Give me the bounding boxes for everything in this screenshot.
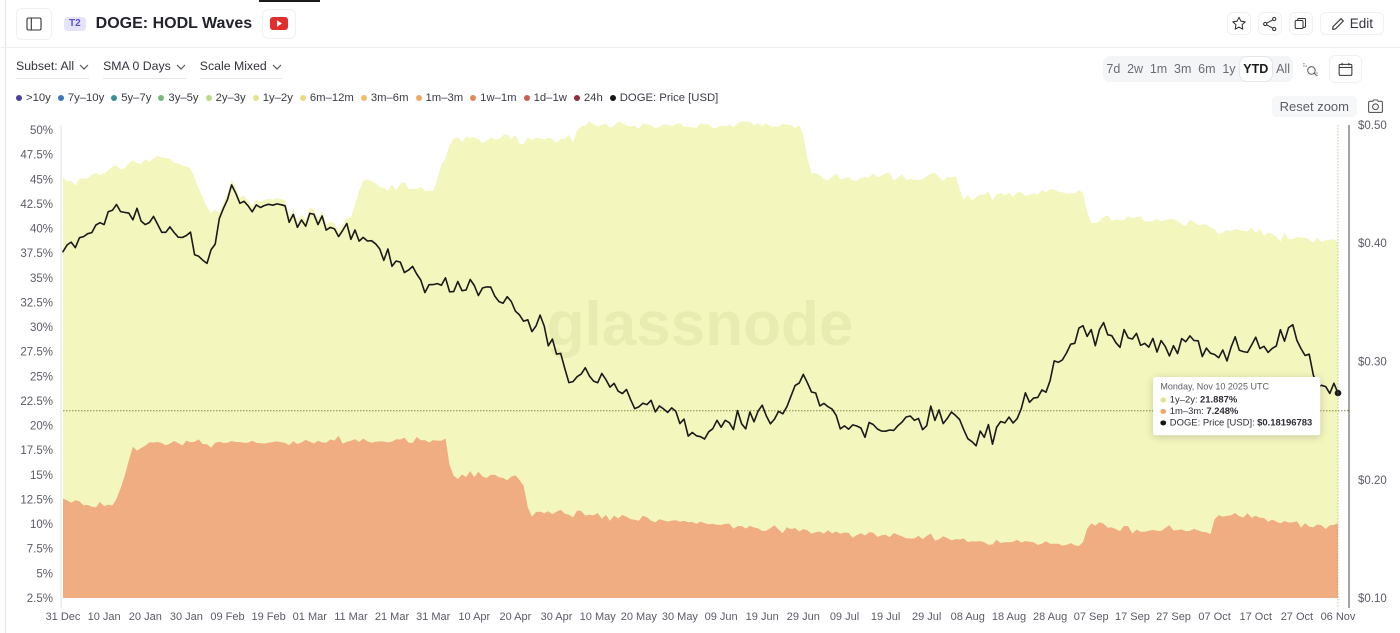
svg-text:10 May: 10 May: [580, 611, 617, 623]
svg-text:20 Jan: 20 Jan: [129, 611, 162, 623]
svg-text:47.5%: 47.5%: [20, 150, 53, 162]
svg-text:17.5%: 17.5%: [20, 445, 53, 457]
svg-text:20 May: 20 May: [621, 611, 658, 623]
svg-text:20 Apr: 20 Apr: [499, 611, 531, 623]
svg-text:40%: 40%: [30, 224, 53, 236]
svg-text:09 Jun: 09 Jun: [705, 611, 738, 623]
svg-text:06 Nov: 06 Nov: [1321, 611, 1356, 623]
svg-text:35%: 35%: [30, 273, 53, 285]
svg-text:09 Jul: 09 Jul: [830, 611, 859, 623]
svg-text:19 Jun: 19 Jun: [746, 611, 779, 623]
svg-text:28 Aug: 28 Aug: [1033, 611, 1067, 623]
svg-text:10 Apr: 10 Apr: [458, 611, 490, 623]
svg-text:50%: 50%: [30, 125, 53, 137]
svg-text:20%: 20%: [30, 421, 53, 433]
svg-text:30 Jan: 30 Jan: [170, 611, 203, 623]
svg-text:42.5%: 42.5%: [20, 199, 53, 211]
svg-text:09 Feb: 09 Feb: [210, 611, 244, 623]
svg-text:31 Dec: 31 Dec: [46, 611, 81, 623]
svg-text:5%: 5%: [36, 568, 53, 580]
svg-text:$0.10: $0.10: [1358, 593, 1387, 605]
svg-text:17 Sep: 17 Sep: [1115, 611, 1150, 623]
svg-text:19 Jul: 19 Jul: [871, 611, 900, 623]
svg-text:29 Jul: 29 Jul: [912, 611, 941, 623]
svg-text:21 Mar: 21 Mar: [375, 611, 410, 623]
svg-text:37.5%: 37.5%: [20, 248, 53, 260]
svg-text:07 Sep: 07 Sep: [1074, 611, 1109, 623]
svg-text:31 Mar: 31 Mar: [416, 611, 451, 623]
svg-text:01 Mar: 01 Mar: [293, 611, 328, 623]
svg-text:11 Mar: 11 Mar: [334, 611, 368, 623]
svg-text:30 May: 30 May: [662, 611, 699, 623]
svg-text:08 Aug: 08 Aug: [951, 611, 985, 623]
svg-text:32.5%: 32.5%: [20, 297, 53, 309]
svg-text:29 Jun: 29 Jun: [787, 611, 820, 623]
svg-text:15%: 15%: [30, 470, 53, 482]
svg-text:27 Sep: 27 Sep: [1156, 611, 1191, 623]
svg-text:25%: 25%: [30, 371, 53, 383]
svg-text:glassnode: glassnode: [547, 290, 854, 359]
svg-text:12.5%: 12.5%: [20, 495, 53, 507]
svg-text:22.5%: 22.5%: [20, 396, 53, 408]
svg-text:$0.30: $0.30: [1358, 357, 1387, 369]
svg-text:$0.20: $0.20: [1358, 475, 1387, 487]
svg-text:45%: 45%: [30, 174, 53, 186]
svg-text:17 Oct: 17 Oct: [1239, 611, 1271, 623]
svg-text:10%: 10%: [30, 519, 53, 531]
svg-text:10 Jan: 10 Jan: [88, 611, 121, 623]
svg-text:$0.40: $0.40: [1358, 238, 1387, 250]
svg-text:27 Oct: 27 Oct: [1281, 611, 1313, 623]
svg-text:30%: 30%: [30, 322, 53, 334]
svg-text:30 Apr: 30 Apr: [541, 611, 573, 623]
svg-text:$0.50: $0.50: [1358, 120, 1387, 132]
svg-text:07 Oct: 07 Oct: [1198, 611, 1230, 623]
svg-text:7.5%: 7.5%: [27, 544, 53, 556]
svg-text:19 Feb: 19 Feb: [251, 611, 285, 623]
svg-text:2.5%: 2.5%: [27, 593, 53, 605]
svg-text:18 Aug: 18 Aug: [992, 611, 1026, 623]
svg-text:27.5%: 27.5%: [20, 347, 53, 359]
